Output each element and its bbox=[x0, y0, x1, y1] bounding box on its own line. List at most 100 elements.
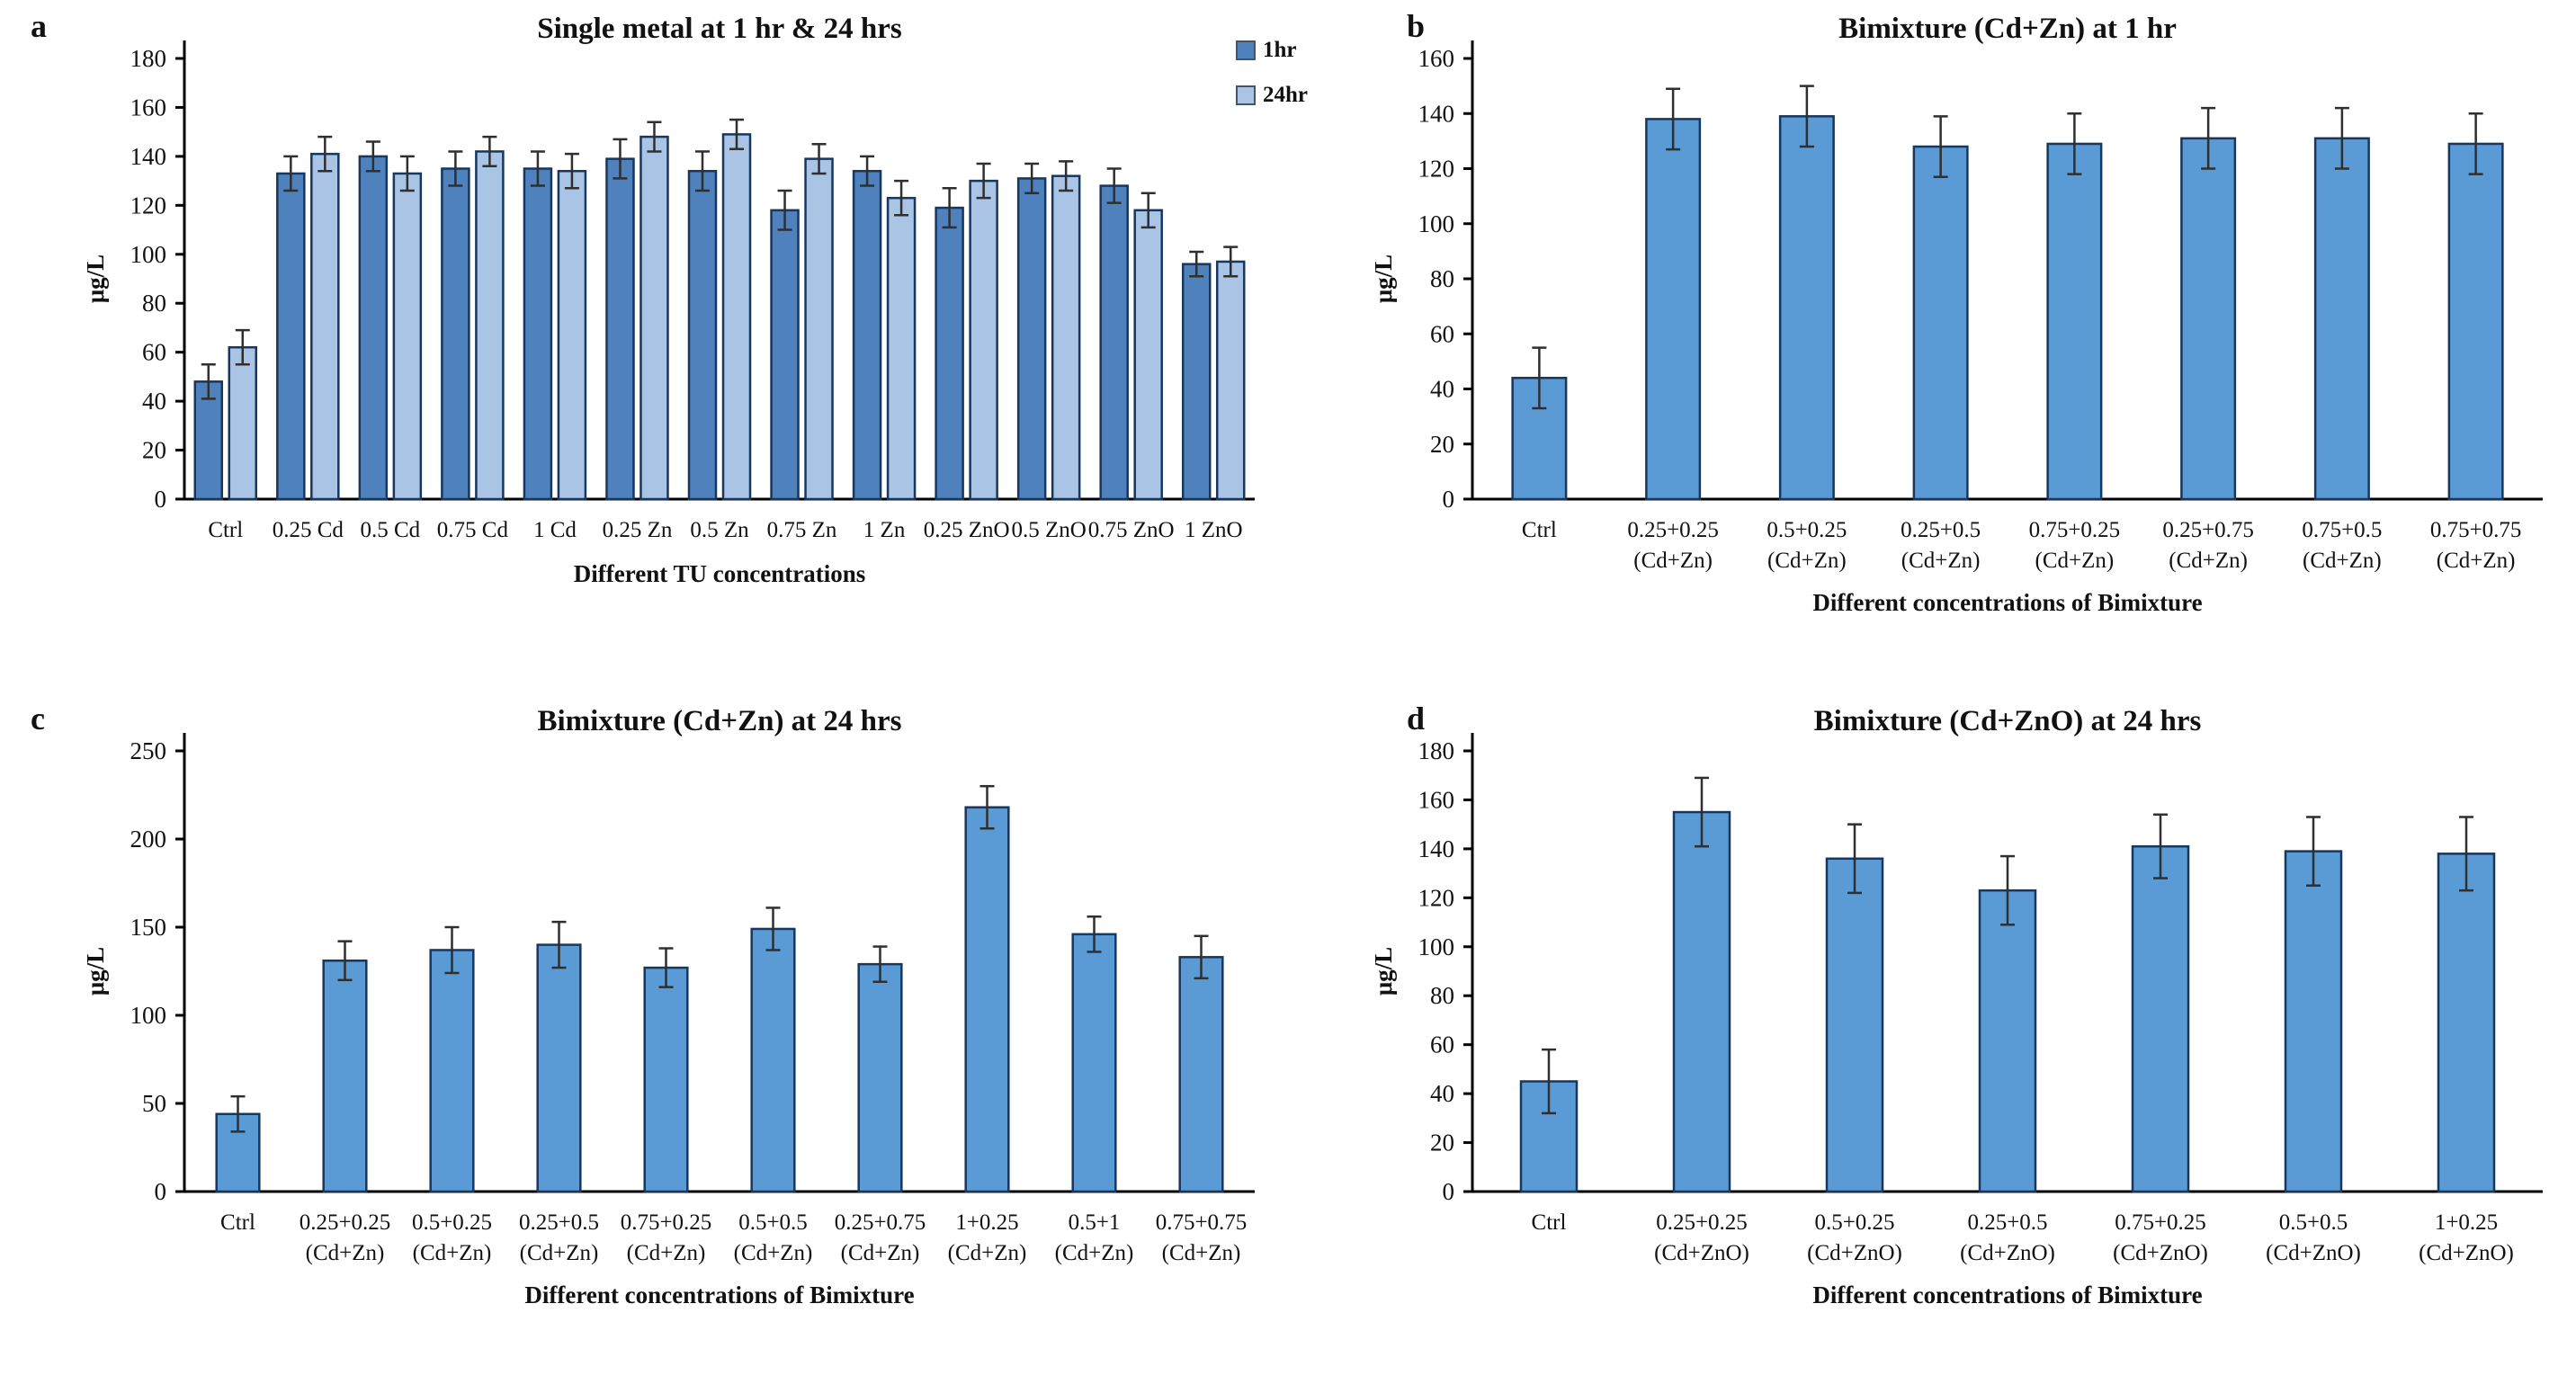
y-tick-label: 140 bbox=[1418, 835, 1455, 862]
bar bbox=[1778, 115, 1835, 501]
x-tick-sublabel: (Cd+Zn) bbox=[841, 1241, 920, 1265]
x-tick-label: 0.25+0.25 bbox=[1656, 1210, 1748, 1235]
bar bbox=[2046, 142, 2103, 501]
bar bbox=[2131, 844, 2190, 1193]
x-tick-sublabel: (Cd+Zn) bbox=[413, 1241, 492, 1265]
bar bbox=[1825, 857, 1884, 1193]
y-tick-label: 0 bbox=[1443, 486, 1455, 513]
y-tick-label: 160 bbox=[1418, 786, 1455, 813]
bar bbox=[2180, 137, 2237, 501]
bar bbox=[310, 152, 340, 501]
bar bbox=[392, 172, 423, 501]
legend: 1hr 24hr bbox=[1236, 38, 1308, 108]
y-tick-label: 20 bbox=[142, 437, 166, 464]
panel-b-letter: b bbox=[1407, 8, 1426, 44]
y-tick-label: 80 bbox=[1430, 982, 1454, 1009]
bar bbox=[1133, 209, 1163, 501]
y-tick-label: 40 bbox=[1430, 376, 1454, 403]
bar bbox=[429, 949, 475, 1193]
x-tick-label: 0.5+0.25 bbox=[1767, 518, 1847, 542]
x-tick-label: 0.5+0.25 bbox=[1814, 1210, 1894, 1235]
y-tick-label: 180 bbox=[1418, 737, 1455, 764]
bar bbox=[852, 169, 882, 501]
bar bbox=[886, 196, 917, 501]
x-axis-title: Different concentrations of Bimixture bbox=[1812, 1281, 2202, 1308]
x-tick-label: 0.5 ZnO bbox=[1011, 518, 1086, 542]
legend-label-1hr: 1hr bbox=[1263, 38, 1297, 62]
y-tick-label: 140 bbox=[1418, 100, 1455, 127]
bar bbox=[857, 962, 903, 1193]
x-tick-label: 0.5 Zn bbox=[690, 518, 749, 542]
bar bbox=[2284, 850, 2343, 1193]
x-tick-label: 0.25 Zn bbox=[603, 518, 673, 542]
y-tick-label: 0 bbox=[1443, 1178, 1455, 1205]
x-axis-title: Different concentrations of Bimixture bbox=[1812, 589, 2202, 616]
bar bbox=[2447, 142, 2504, 501]
bar bbox=[964, 806, 1010, 1193]
bar bbox=[770, 209, 800, 501]
x-axis-title: Different concentrations of Bimixture bbox=[524, 1281, 914, 1308]
x-tick-sublabel: (Cd+Zn) bbox=[2437, 549, 2516, 573]
bar bbox=[605, 157, 635, 501]
x-tick-label: Ctrl bbox=[1522, 518, 1557, 542]
bar bbox=[1178, 956, 1224, 1193]
y-tick-label: 180 bbox=[130, 45, 167, 72]
y-tick-label: 100 bbox=[130, 241, 167, 268]
y-tick-label: 140 bbox=[130, 143, 167, 170]
chart-title: Bimixture (Cd+Zn) at 1 hr bbox=[1838, 13, 2177, 45]
bar bbox=[640, 135, 669, 501]
y-tick-label: 60 bbox=[1430, 1031, 1454, 1058]
x-tick-sublabel: (Cd+ZnO) bbox=[2113, 1241, 2208, 1265]
panel-d-letter: d bbox=[1407, 701, 1426, 737]
x-tick-sublabel: (Cd+Zn) bbox=[1162, 1241, 1241, 1265]
x-tick-label: 0.25+0.75 bbox=[835, 1210, 926, 1235]
bar bbox=[1051, 174, 1081, 501]
y-tick-label: 120 bbox=[1418, 156, 1455, 183]
y-tick-label: 80 bbox=[142, 290, 166, 317]
panel-d-chart: Bimixture (Cd+ZnO) at 24 hrs 0 20 40 60 80 100… bbox=[1370, 705, 2543, 1308]
x-tick-label: 1 ZnO bbox=[1185, 518, 1243, 542]
legend-label-24hr: 24hr bbox=[1263, 83, 1308, 107]
x-tick-label: 0.25+0.5 bbox=[1901, 518, 1981, 542]
x-tick-label: 0.25+0.5 bbox=[519, 1210, 599, 1235]
chart-title: Bimixture (Cd+Zn) at 24 hrs bbox=[537, 705, 901, 737]
y-axis-title: μg/L bbox=[82, 254, 109, 303]
legend-item-1hr: 1hr bbox=[1236, 38, 1308, 63]
y-tick-label: 60 bbox=[1430, 320, 1454, 347]
bar bbox=[1181, 263, 1212, 501]
bar bbox=[750, 927, 796, 1193]
bar bbox=[1016, 177, 1047, 501]
x-tick-sublabel: (Cd+Zn) bbox=[520, 1241, 599, 1265]
panel-c-chart: Bimixture (Cd+Zn) at 24 hrs 0 50 100 150 200 2… bbox=[82, 705, 1255, 1308]
bar bbox=[322, 959, 368, 1193]
x-tick-sublabel: (Cd+Zn) bbox=[306, 1241, 385, 1265]
x-tick-sublabel: (Cd+Zn) bbox=[2169, 549, 2248, 573]
x-tick-label: 1+0.25 bbox=[955, 1210, 1018, 1235]
x-tick-label: Ctrl bbox=[208, 518, 243, 542]
legend-swatch-1hr bbox=[1236, 40, 1256, 60]
x-tick-label: 1 Cd bbox=[533, 518, 577, 542]
y-axis-title: μg/L bbox=[1370, 947, 1397, 996]
x-tick-label: 0.25 ZnO bbox=[924, 518, 1010, 542]
x-tick-sublabel: (Cd+Zn) bbox=[1055, 1241, 1134, 1265]
x-tick-sublabel: (Cd+Zn) bbox=[1767, 549, 1847, 573]
x-tick-sublabel: (Cd+Zn) bbox=[2035, 549, 2115, 573]
y-tick-label: 40 bbox=[142, 388, 166, 415]
chart-title: Bimixture (Cd+ZnO) at 24 hrs bbox=[1814, 705, 2202, 737]
x-tick-sublabel: (Cd+Zn) bbox=[1901, 549, 1981, 573]
y-tick-label: 120 bbox=[1418, 884, 1455, 911]
bar bbox=[1672, 810, 1731, 1193]
y-tick-label: 100 bbox=[1418, 933, 1455, 960]
x-tick-sublabel: (Cd+Zn) bbox=[734, 1241, 813, 1265]
bar bbox=[1645, 118, 1702, 501]
legend-swatch-24hr bbox=[1236, 85, 1256, 105]
y-tick-label: 120 bbox=[130, 192, 167, 219]
x-tick-label: 0.25 Cd bbox=[273, 518, 344, 542]
bar bbox=[804, 157, 834, 501]
bar bbox=[193, 380, 224, 501]
x-tick-label: 0.25+0.25 bbox=[1627, 518, 1719, 542]
bar bbox=[215, 1112, 261, 1193]
x-tick-label: 0.5+0.5 bbox=[2279, 1210, 2348, 1235]
bar bbox=[1071, 933, 1117, 1193]
